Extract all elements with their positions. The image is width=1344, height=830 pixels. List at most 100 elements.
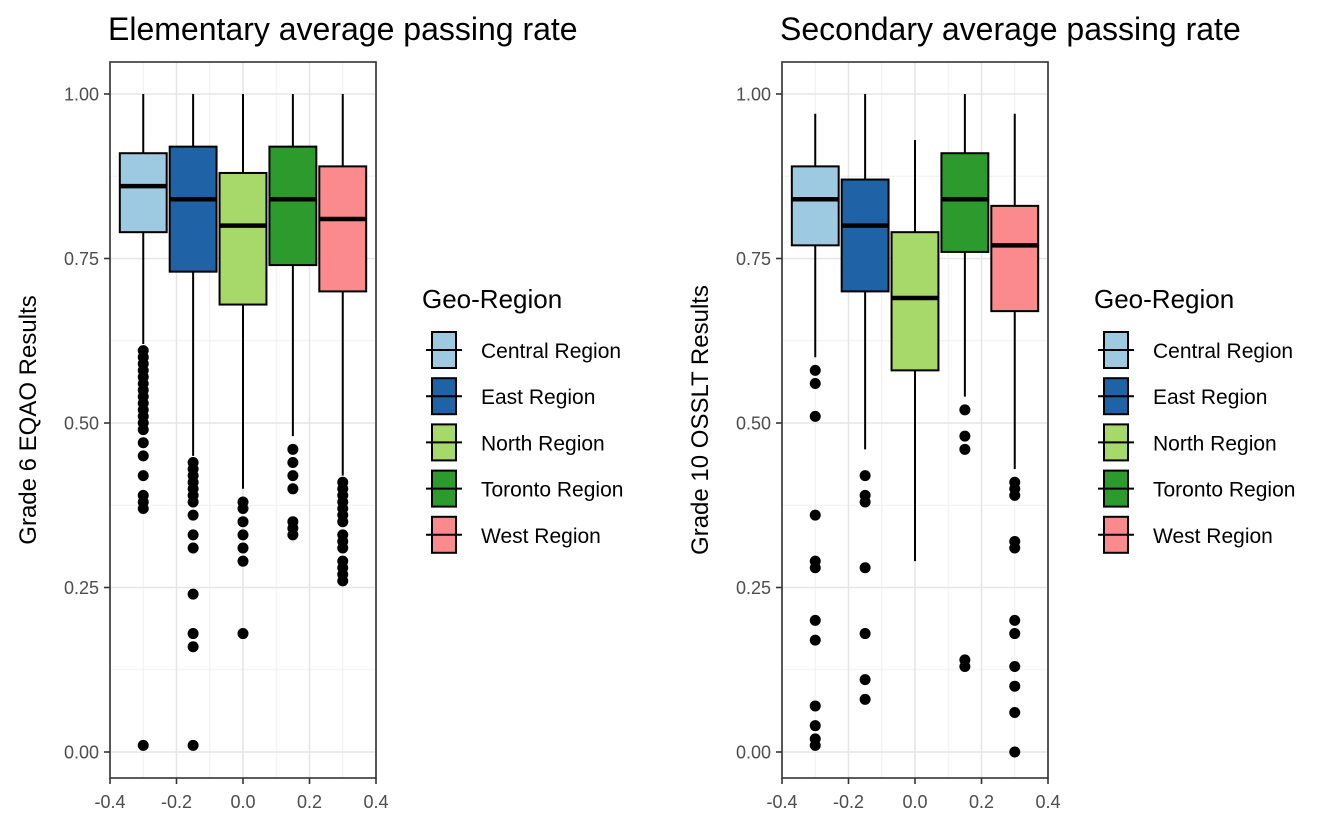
outlier-point <box>1009 628 1021 640</box>
outlier-point <box>237 628 249 640</box>
box-iqr <box>168 145 218 273</box>
box-north-region <box>218 94 268 640</box>
box-iqr <box>218 171 268 306</box>
outlier-point <box>1009 489 1021 501</box>
outlier-point <box>1009 680 1021 692</box>
outlier-point <box>187 641 199 653</box>
legend-title: Geo-Region <box>422 284 562 314</box>
outlier-point <box>287 456 299 468</box>
box-west-region <box>990 113 1040 758</box>
x-tick-label: -0.2 <box>161 792 192 812</box>
y-tick-label: 0.75 <box>736 249 771 269</box>
outlier-point <box>809 739 821 751</box>
y-tick-label: 1.00 <box>64 85 99 105</box>
legend-label: Toronto Region <box>1153 479 1295 502</box>
outlier-point <box>337 516 349 528</box>
box-central-region <box>118 94 168 751</box>
outlier-point <box>859 674 871 686</box>
box-east-region <box>168 94 218 751</box>
outlier-point <box>137 437 149 449</box>
legend-label: East Region <box>1153 386 1267 409</box>
outlier-point <box>809 410 821 422</box>
outlier-point <box>809 562 821 574</box>
x-tick-label: -0.4 <box>94 792 125 812</box>
outlier-point <box>959 430 971 442</box>
outlier-point <box>859 470 871 482</box>
y-tick-label: 0.50 <box>64 414 99 434</box>
outlier-point <box>287 470 299 482</box>
outlier-point <box>1009 707 1021 719</box>
x-tick-label: 0.0 <box>230 792 255 812</box>
legend-label: North Region <box>481 432 605 455</box>
outlier-point <box>859 693 871 705</box>
outlier-point <box>1009 660 1021 672</box>
outlier-point <box>1009 746 1021 758</box>
y-tick-label: 0.50 <box>736 414 771 434</box>
legend-label: East Region <box>481 386 595 409</box>
outlier-point <box>859 628 871 640</box>
legend-label: Central Region <box>1153 340 1293 363</box>
outlier-point <box>959 443 971 455</box>
legend-item: Toronto Region <box>426 469 623 508</box>
outlier-point <box>137 424 149 436</box>
legend-label: West Region <box>481 525 601 548</box>
x-tick-label: 0.2 <box>969 792 994 812</box>
y-tick-label: 0.25 <box>736 578 771 598</box>
panel-1: 0.00 0.25 0.50 0.75 1.00 -0.4 -0.2 0.0 0.2 0.4 Ele… <box>15 11 623 812</box>
outlier-point <box>187 542 199 554</box>
legend-item: East Region <box>426 377 595 416</box>
outlier-point <box>187 529 199 541</box>
legend-label: Toronto Region <box>481 479 623 502</box>
outlier-point <box>237 542 249 554</box>
outlier-point <box>137 503 149 515</box>
outlier-point <box>859 562 871 574</box>
box-central-region <box>790 113 840 751</box>
outlier-point <box>337 575 349 587</box>
y-tick-label: 0.00 <box>736 743 771 763</box>
outlier-point <box>337 542 349 554</box>
outlier-point <box>187 628 199 640</box>
outlier-point <box>287 443 299 455</box>
y-axis-label: Grade 10 OSSLT Results <box>687 285 714 555</box>
outlier-point <box>287 529 299 541</box>
outlier-point <box>959 404 971 416</box>
box-toronto-region <box>268 94 318 541</box>
outlier-point <box>187 496 199 508</box>
y-tick-label: 0.25 <box>64 578 99 598</box>
outlier-point <box>137 450 149 462</box>
legend-item: North Region <box>1098 423 1277 462</box>
legend-title: Geo-Region <box>1094 284 1234 314</box>
panel-2: 0.00 0.25 0.50 0.75 1.00 -0.4 -0.2 0.0 0.2 0.4 Sec… <box>687 11 1295 812</box>
legend-item: West Region <box>426 515 601 554</box>
box-iqr <box>118 152 168 234</box>
outlier-point <box>859 496 871 508</box>
y-axis-label: Grade 6 EQAO Results <box>15 295 42 544</box>
outlier-point <box>287 483 299 495</box>
outlier-point <box>809 509 821 521</box>
y-tick-label: 1.00 <box>736 85 771 105</box>
outlier-point <box>237 516 249 528</box>
box-iqr <box>840 178 890 293</box>
outlier-point <box>237 555 249 567</box>
box-toronto-region <box>940 94 990 672</box>
legend-item: Toronto Region <box>1098 469 1295 508</box>
outlier-point <box>809 634 821 646</box>
outlier-point <box>237 503 249 515</box>
outlier-point <box>809 378 821 390</box>
outlier-point <box>237 529 249 541</box>
box-iqr <box>268 145 318 267</box>
x-tick-label: -0.2 <box>833 792 864 812</box>
x-tick-label: -0.4 <box>766 792 797 812</box>
box-east-region <box>840 94 890 705</box>
legend-label: North Region <box>1153 432 1277 455</box>
outlier-point <box>187 739 199 751</box>
box-west-region <box>318 94 368 587</box>
x-tick-label: 0.0 <box>902 792 927 812</box>
box-north-region <box>890 140 940 562</box>
outlier-point <box>809 364 821 376</box>
outlier-point <box>959 660 971 672</box>
outlier-point <box>809 700 821 712</box>
x-tick-label: 0.4 <box>1035 792 1060 812</box>
